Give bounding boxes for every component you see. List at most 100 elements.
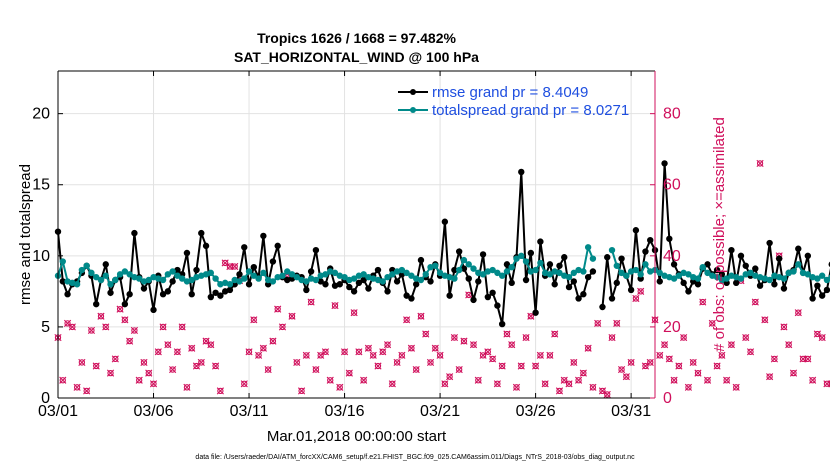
obs-possible-marker [322,348,329,355]
rmse-point [198,229,205,237]
obs-count-point [102,323,110,331]
rmse-point [618,255,625,262]
obs-assimilated-marker [723,376,731,384]
obs-assimilated-marker [541,380,549,388]
obs-possible-marker [231,263,238,270]
obs-count-point [331,301,339,310]
obs-count-point [441,380,449,388]
rmse-point [546,261,554,268]
obs-possible-marker [83,387,90,395]
obs-count-point [288,312,296,320]
obs-possible-marker [479,352,487,359]
rmse-point [503,261,511,268]
obs-assimilated-marker [264,365,272,374]
obs-count-point [154,348,162,356]
obs-assimilated-marker [617,365,626,374]
obs-assimilated-marker [288,312,296,320]
obs-possible-marker [116,305,124,313]
obs-count-point [173,348,181,356]
rmse-point [508,279,515,287]
obs-count-point [646,358,654,367]
totalspread-point [341,273,348,281]
obs-possible-marker [551,330,558,338]
obs-count-point [231,262,239,271]
obs-assimilated-marker [656,351,664,359]
obs-assimilated-marker [393,358,401,367]
obs-count-point [751,298,759,306]
obs-assimilated-marker [302,351,310,359]
obs-count-point [336,383,344,391]
totalspread-point [479,271,487,278]
x-tick-label: 03/01 [38,403,78,420]
obs-possible-marker [207,341,214,348]
obs-assimilated-marker [73,383,81,391]
obs-count-point [164,341,172,349]
rmse-point [685,288,692,295]
obs-assimilated-marker [145,369,153,377]
totalspread-point [403,269,410,277]
y2-axis-label: # of obs: o=possible; ×=assimilated [711,117,728,352]
rmse-point [322,281,329,288]
obs-possible-marker [537,352,544,359]
obs-possible-marker [713,362,721,370]
rmse-point [475,278,482,285]
obs-assimilated-marker [646,358,654,367]
obs-assimilated-marker [63,319,72,327]
rmse-point [465,275,472,282]
obs-assimilated-marker [159,323,167,331]
obs-count-point [183,383,191,391]
obs-assimilated-marker [278,323,287,331]
rmse-point [627,286,635,294]
rmse-point [455,248,463,255]
totalspread-point [814,275,821,282]
obs-assimilated-marker [756,159,764,168]
totalspread-point [618,269,625,277]
rmse-point [518,168,525,176]
obs-assimilated-marker [207,341,215,349]
obs-possible-marker [269,337,277,345]
totalspread-point [126,271,133,278]
obs-possible-marker [73,384,81,391]
rmse-point [393,278,401,285]
rmse-point [188,291,195,298]
obs-assimilated-marker [240,380,248,388]
obs-possible-marker [250,316,257,323]
obs-assimilated-marker [173,348,181,356]
obs-possible-marker [584,345,592,352]
rmse-point [823,286,830,294]
obs-assimilated-marker [589,383,597,391]
obs-possible-marker [647,359,654,366]
obs-assimilated-marker [87,326,96,335]
obs-count-point [302,351,310,359]
obs-assimilated-marker [412,365,420,374]
rmse-point [193,266,200,274]
totalspread-point [508,264,515,271]
rmse-point [217,292,224,299]
rmse-point [365,285,372,292]
obs-possible-marker [604,391,611,398]
obs-possible-marker [393,359,401,366]
obs-assimilated-marker [508,341,516,349]
rmse-point [355,279,363,287]
totalspread-point [293,273,300,281]
obs-count-point [632,294,640,303]
obs-assimilated-marker [340,348,349,356]
totalspread-point [470,265,477,272]
obs-count-point [297,387,306,395]
data-file-footnote: data file: /Users/raeder/DAI/ATM_forcXX/… [195,454,635,461]
obs-count-point [670,376,678,384]
obs-count-point [532,362,540,370]
obs-possible-marker [341,348,348,355]
totalspread-point [73,281,81,288]
totalspread-point [670,275,678,282]
rmse-point [551,281,558,288]
totalspread-point [288,271,296,278]
obs-count-point [512,383,521,391]
totalspread-point [159,276,167,284]
obs-assimilated-marker [388,380,396,388]
totalspread-point [494,269,501,277]
obs-assimilated-marker [660,341,669,349]
obs-count-point [169,365,177,374]
obs-assimilated-marker [255,351,263,359]
obs-possible-marker [336,384,343,391]
